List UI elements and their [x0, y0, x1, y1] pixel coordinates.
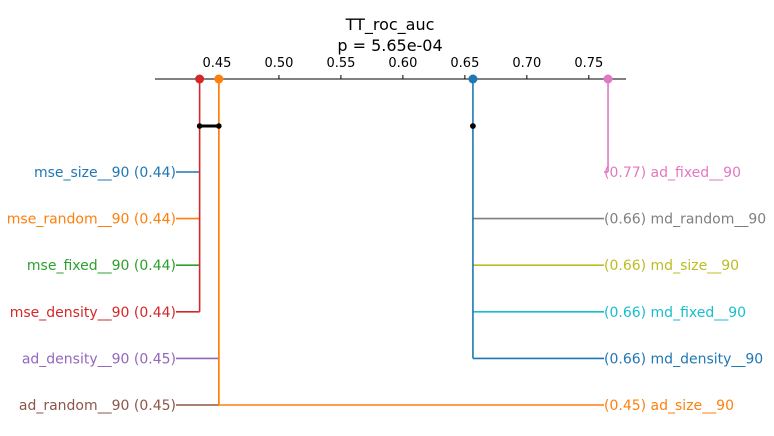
method-connectors: [176, 79, 609, 406]
x-tick-label: 0.45: [202, 56, 231, 71]
group-markers: [195, 74, 613, 84]
method-label: (0.45) ad_size__90: [604, 398, 734, 414]
clique-end-dot: [216, 123, 222, 129]
x-tick-label: 0.50: [264, 56, 293, 71]
clique-end-dot: [196, 123, 203, 129]
method-label: mse_size__90 (0.44): [34, 165, 176, 181]
method-labels: mse_size__90 (0.44) mse_random__90 (0.44)…: [7, 165, 766, 414]
group-marker: [214, 74, 224, 84]
x-tick-label: 0.60: [388, 56, 417, 71]
chart-title: TT_roc_auc: [345, 15, 435, 35]
method-label: (0.66) md_fixed__90: [604, 305, 746, 321]
x-tick-label: 0.55: [326, 56, 355, 71]
group-marker: [603, 74, 613, 84]
method-label: mse_random__90 (0.44): [7, 212, 176, 228]
group-marker: [468, 74, 478, 84]
method-label: mse_density__90 (0.44): [10, 305, 176, 321]
clique-end-dot: [470, 123, 476, 129]
x-tick-label: 0.65: [450, 56, 479, 71]
x-tick-label: 0.70: [512, 56, 541, 71]
clique-bars: [196, 123, 476, 129]
method-label: (0.66) md_size__90: [604, 258, 739, 274]
x-axis: 0.45 0.50 0.55 0.60 0.65 0.70 0.75: [155, 56, 626, 80]
method-label: mse_fixed__90 (0.44): [27, 258, 176, 274]
method-label: (0.66) md_random__90: [604, 212, 766, 228]
method-label: (0.77) ad_fixed__90: [604, 165, 741, 181]
method-label: ad_random__90 (0.45): [19, 398, 176, 414]
chart-subtitle: p = 5.65e-04: [337, 36, 442, 55]
method-label: (0.66) md_density__90: [604, 351, 763, 367]
x-tick-label: 0.75: [574, 56, 603, 71]
method-label: ad_density__90 (0.45): [22, 351, 176, 367]
group-marker: [195, 74, 205, 84]
